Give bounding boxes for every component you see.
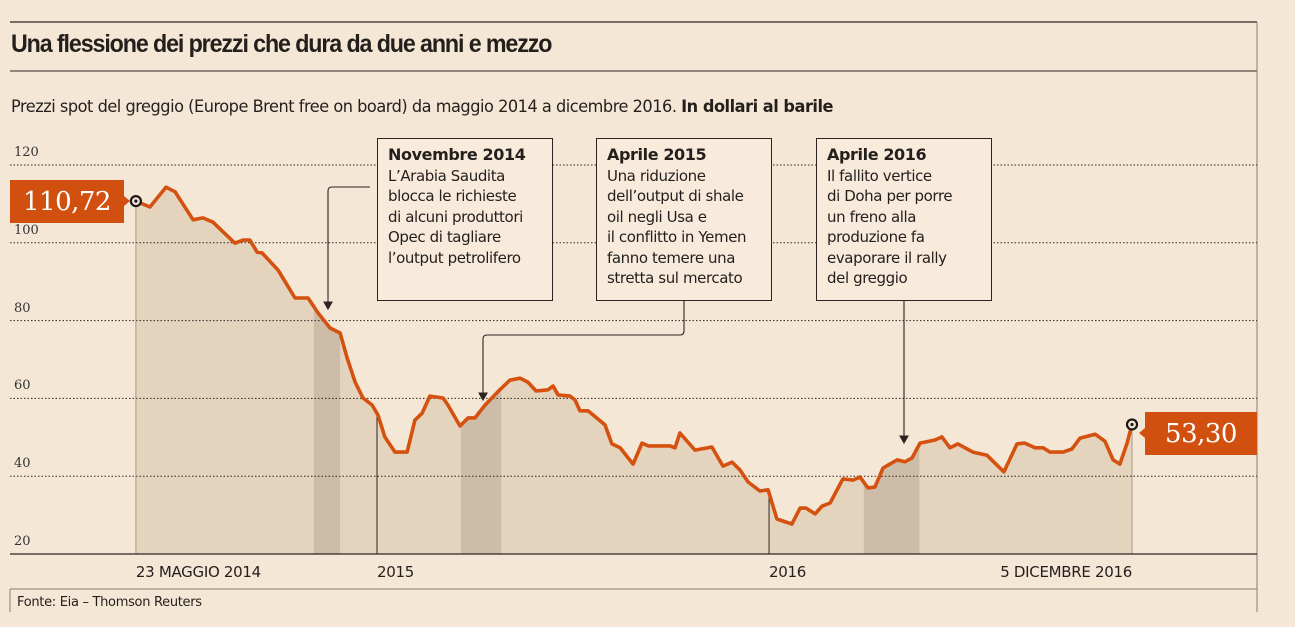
point-dot [1130,422,1134,427]
annotation-line: blocca le richieste [388,187,517,205]
x-tick-label: 2015 [377,563,414,581]
annotation-heading: Aprile 2015 [607,145,707,164]
start-label-notch [124,196,130,206]
y-tick-label: 80 [14,300,31,316]
y-tick-label: 40 [14,456,31,472]
price-line [134,185,1134,526]
annotation-line: evaporare il rally [827,248,947,267]
annotation-line: L’Arabia Saudita [388,166,505,185]
source-note: Fonte: Eia – Thomson Reuters [17,595,202,610]
annotation-line: di alcuni produttori [388,207,523,226]
y-tick-label: 60 [14,378,31,394]
annotation-line: Opec di tagliare [388,228,501,246]
x-tick-label: 23 MAGGIO 2014 [135,563,261,581]
annotation-aprile-2016: Aprile 2016 Il fallito vertice di Doha p… [816,138,992,301]
annotation-line: produzione fa [827,228,925,246]
y-tick-label: 20 [14,534,31,549]
y-tick-label: 100 [14,222,39,238]
subtitle-text: Prezzi spot del greggio (Europe Brent fr… [11,97,682,117]
x-tick-label: 5 DICEMBRE 2016 [1000,563,1132,581]
end-label-notch [1139,428,1145,438]
annotation-line: dell’output di shale [607,187,744,205]
pointer-novembre-2014 [327,186,370,302]
annotation-line: di Doha per porre [827,187,953,205]
pointer-aprile-2015 [482,300,685,395]
annotation-line: Una riduzione [607,166,706,185]
annotation-line: l’output petrolifero [388,248,521,267]
subtitle-unit: In dollari al barile [681,97,834,117]
y-tick-label: 120 [14,145,39,160]
chart-subtitle: Prezzi spot del greggio (Europe Brent fr… [11,97,834,117]
point-dot [134,199,138,203]
annotation-line: il conflitto in Yemen [607,228,747,246]
annotation-line: un freno alla [827,207,917,226]
annotation-aprile-2015: Aprile 2015 Una riduzione dell’output di… [596,138,772,301]
annotation-line: Il fallito vertice [827,166,932,185]
annotation-line: oil negli Usa e [607,207,707,226]
annotation-line: del greggio [827,269,908,287]
highlight-band [313,187,341,554]
x-tick-label: 2016 [769,563,807,581]
chart-title: Una flessione dei prezzi che dura da due… [11,30,552,58]
start-value-label: 110,72 [10,180,124,223]
price-area [135,187,1133,554]
annotation-heading: Novembre 2014 [388,145,526,164]
annotation-line: stretta sul mercato [607,269,743,287]
arrowheads [323,301,909,445]
end-value-label: 53,30 [1145,412,1257,455]
annotation-novembre-2014: Novembre 2014 L’Arabia Saudita blocca le… [377,138,553,301]
annotation-heading: Aprile 2016 [827,145,927,164]
frame [9,21,1258,612]
annotation-line: fanno temere una [607,248,736,267]
